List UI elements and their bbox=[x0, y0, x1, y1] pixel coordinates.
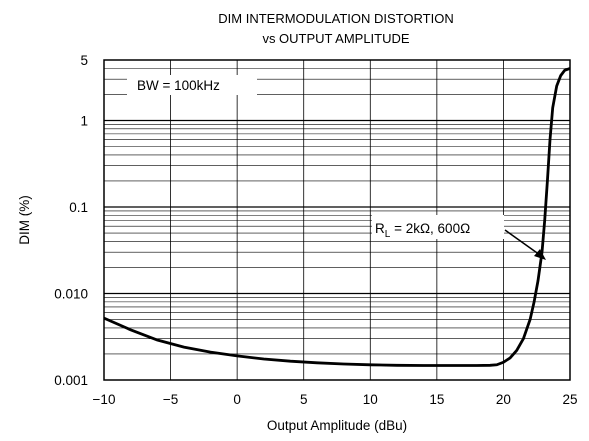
chart-title: DIM INTERMODULATION DISTORTION bbox=[218, 11, 453, 26]
y-tick-label: 5 bbox=[80, 53, 88, 68]
y-tick-label: 0.001 bbox=[54, 373, 88, 388]
x-tick-label: 15 bbox=[429, 392, 444, 407]
x-axis-label: Output Amplitude (dBu) bbox=[267, 418, 407, 433]
load-annotation-box bbox=[372, 215, 504, 239]
load-annotation-arrowhead bbox=[534, 249, 546, 260]
load-annotation-text: RL = 2kΩ, 600Ω bbox=[375, 221, 470, 240]
x-tick-labels: −10 −5 0 5 10 15 20 25 bbox=[93, 392, 578, 407]
x-tick-label: 25 bbox=[562, 392, 577, 407]
plot-frame bbox=[103, 59, 571, 381]
x-tick-label: −10 bbox=[93, 392, 116, 407]
load-annotation: RL = 2kΩ, 600Ω bbox=[372, 215, 546, 260]
y-tick-label: 1 bbox=[80, 113, 88, 128]
x-tick-label: 10 bbox=[363, 392, 378, 407]
bw-annotation-box bbox=[127, 75, 257, 95]
bw-annotation-text: BW = 100kHz bbox=[137, 78, 220, 93]
load-annotation-prefix: R bbox=[375, 221, 385, 236]
x-tick-label: 0 bbox=[233, 392, 241, 407]
load-annotation-suffix: = 2kΩ, 600Ω bbox=[390, 221, 470, 236]
grid-lines bbox=[104, 60, 570, 380]
bw-annotation: BW = 100kHz bbox=[127, 75, 257, 95]
x-tick-label: 5 bbox=[300, 392, 308, 407]
y-axis-label: DIM (%) bbox=[17, 195, 32, 245]
x-tick-label: −5 bbox=[163, 392, 178, 407]
load-annotation-arrow-line bbox=[504, 229, 541, 256]
y-tick-labels: 0.001 0.010 0.1 1 5 bbox=[54, 53, 88, 388]
load-annotation-subscript: L bbox=[385, 229, 391, 240]
y-tick-label: 0.010 bbox=[54, 286, 88, 301]
series-line-dim bbox=[103, 67, 571, 367]
y-tick-label: 0.1 bbox=[69, 200, 88, 215]
x-tick-label: 20 bbox=[496, 392, 511, 407]
chart-subtitle: vs OUTPUT AMPLITUDE bbox=[262, 31, 409, 46]
